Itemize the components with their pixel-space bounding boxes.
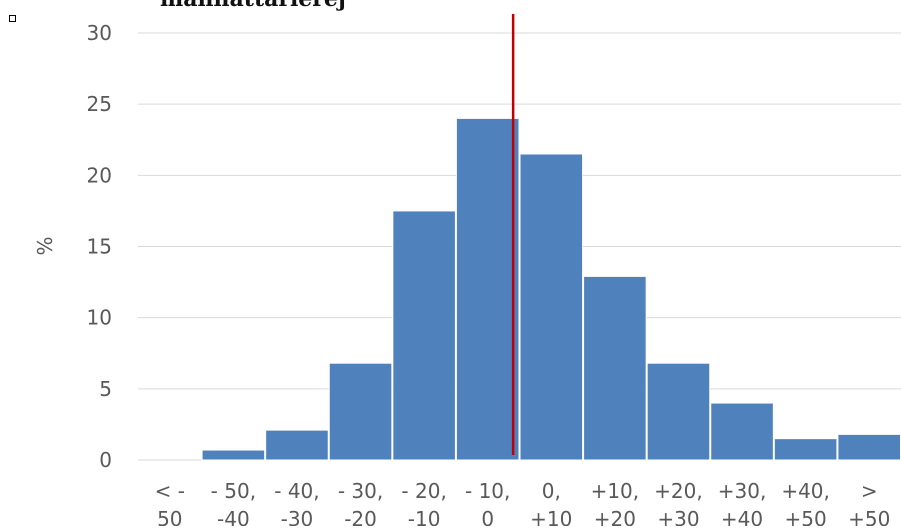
x-tick-label: - 40, [274, 479, 319, 503]
x-tick-label: +50 [785, 507, 827, 526]
x-tick-label: +20, [654, 479, 703, 503]
x-tick-label: - 30, [338, 479, 383, 503]
x-tick-label: < - [155, 479, 185, 503]
x-tick-label: +30 [657, 507, 699, 526]
x-tick-label: - 20, [401, 479, 446, 503]
y-tick-label: 10 [87, 306, 112, 330]
x-tick-label: -20 [344, 507, 377, 526]
x-tick-label: - 10, [465, 479, 510, 503]
y-tick-label: 0 [99, 448, 112, 472]
bar [328, 362, 393, 461]
x-tick-label: +10, [591, 479, 640, 503]
x-tick-label: 0, [542, 479, 561, 503]
y-tick-label: 15 [87, 235, 112, 259]
x-tick-label: > [861, 479, 878, 503]
x-tick-label: -40 [217, 507, 250, 526]
x-tick-label: +40, [781, 479, 830, 503]
y-tick-label: 30 [87, 21, 112, 45]
x-tick-label: -10 [408, 507, 441, 526]
y-axis-label: % [33, 236, 57, 255]
x-tick-label: 0 [481, 507, 494, 526]
bar [710, 402, 774, 461]
x-tick-label: -30 [281, 507, 314, 526]
bar [455, 117, 520, 461]
y-tick-label: 20 [87, 163, 112, 187]
bar [392, 210, 456, 461]
bar [265, 429, 329, 461]
chart-title: mannattarierej [160, 0, 346, 12]
x-tick-label: +40 [721, 507, 763, 526]
y-tick-label: 5 [99, 377, 112, 401]
x-tick-label: +20 [594, 507, 636, 526]
corner-marker [9, 15, 16, 22]
x-tick-label: +50 [848, 507, 890, 526]
x-tick-label: 50 [157, 507, 182, 526]
bar [837, 433, 901, 461]
x-tick-label: +10 [530, 507, 572, 526]
bar [519, 153, 584, 461]
x-tick-label: - 50, [211, 479, 256, 503]
bar [646, 362, 711, 461]
y-tick-label: 25 [87, 92, 112, 116]
bar [583, 275, 647, 461]
x-tick-label: +30, [718, 479, 767, 503]
bar [201, 449, 266, 461]
bar [773, 438, 838, 461]
